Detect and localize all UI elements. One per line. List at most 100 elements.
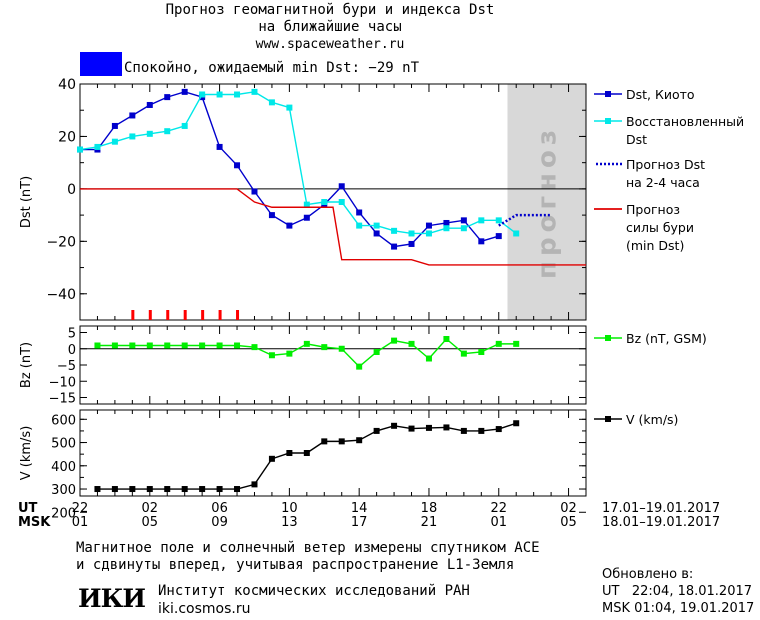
data-point (513, 340, 520, 347)
bz-panel: 50−5−10 −15 Bz (nT) Bz (nT, GSM) (19, 325, 707, 407)
data-point (303, 201, 310, 208)
y-tick-label: 20 (58, 129, 76, 145)
y-tick-label: 300 (51, 483, 76, 498)
data-point (373, 349, 380, 355)
iki-logo: ИКИ (78, 584, 146, 613)
data-point (216, 143, 223, 150)
data-point (513, 230, 520, 237)
y-tick-label: 200 (51, 506, 76, 521)
y-tick-label: 0 (67, 182, 76, 198)
data-point (129, 112, 136, 119)
data-point (478, 217, 485, 224)
legend-label: Dst, Киото (626, 87, 695, 102)
data-point (391, 337, 398, 344)
chart-title-line1: Прогноз геомагнитной бури и индекса Dst (165, 2, 495, 18)
data-point (216, 486, 223, 493)
data-point (129, 486, 136, 493)
storm-marker (218, 310, 222, 320)
data-point (94, 143, 101, 150)
data-point (216, 91, 223, 98)
storm-marker (183, 310, 187, 320)
data-point (164, 486, 171, 493)
data-point (303, 450, 310, 456)
data-point (356, 222, 363, 229)
legend-label: Восстановленный (626, 114, 744, 129)
data-point (513, 420, 520, 427)
data-point (181, 486, 188, 493)
forecast-region (507, 84, 586, 320)
data-point (425, 355, 432, 362)
msk-axis-label: MSK (18, 515, 51, 530)
data-point (111, 122, 118, 129)
data-point (460, 427, 467, 434)
data-point (478, 238, 485, 245)
status-text: Спокойно, ожидаемый min Dst: −29 nT (124, 60, 420, 76)
y-tick-label: −40 (46, 287, 76, 303)
data-point (373, 230, 380, 237)
y-tick-label: 400 (51, 460, 76, 475)
data-point (443, 219, 450, 226)
data-point (268, 455, 275, 462)
data-point (129, 133, 136, 140)
msk-tick-label: 01 (71, 515, 89, 530)
msk-tick-label: 21 (420, 515, 438, 530)
data-point (146, 101, 153, 108)
data-point (356, 363, 363, 370)
data-point (321, 344, 328, 351)
data-point (251, 188, 258, 195)
legend-swatch-marker (605, 118, 611, 124)
y-tick-label: 0 (68, 343, 76, 358)
storm-marker (131, 310, 135, 320)
data-point (460, 225, 467, 232)
msk-tick-label: 05 (560, 515, 577, 530)
ut-tick-label: 02 (141, 501, 159, 516)
data-point (181, 88, 188, 95)
data-point (321, 199, 328, 205)
data-point (94, 342, 101, 349)
data-point (234, 342, 241, 349)
chart-title-line2: на ближайшие часы (258, 19, 402, 35)
data-point (338, 345, 345, 352)
legend-swatch-marker (605, 91, 611, 97)
data-point (94, 486, 101, 493)
data-point (391, 227, 398, 234)
data-point (268, 352, 275, 359)
data-point (408, 230, 415, 237)
legend-label: силы бури (626, 220, 694, 235)
ut-tick-label: 06 (211, 501, 228, 516)
updated-ut: UT 22:04, 18.01.2017 (602, 584, 753, 599)
institute-name: Институт космических исследований РАН (158, 583, 470, 599)
data-point (129, 342, 136, 349)
msk-tick-label: 17 (350, 515, 368, 530)
series-line-2 (498, 213, 552, 227)
y-tick-label: −20 (46, 234, 76, 250)
series-line-0 (97, 422, 517, 490)
legend-label: на 2-4 часа (626, 175, 700, 190)
y-tick-label: −10 (49, 375, 76, 390)
data-point (425, 222, 432, 229)
institute-url[interactable]: iki.cosmos.ru (158, 601, 251, 617)
data-point (164, 342, 171, 349)
msk-date-range: 18.01–19.01.2017 (602, 515, 721, 530)
data-point (146, 486, 153, 493)
ut-tick-label: 22 (71, 501, 89, 516)
updated-msk: MSK 01:04, 19.01.2017 (602, 601, 755, 616)
ut-tick-label: 14 (350, 501, 368, 516)
storm-marker (201, 310, 205, 320)
data-point (234, 91, 241, 98)
msk-tick-label: 09 (211, 515, 228, 530)
data-point (356, 437, 363, 444)
data-point (268, 99, 275, 106)
data-point (356, 209, 363, 216)
data-point (111, 486, 118, 493)
y-axis-label: V (km/s) (19, 426, 34, 481)
series-line-3 (80, 188, 586, 266)
data-point (251, 88, 258, 95)
plot-frame (79, 409, 587, 497)
data-point (303, 214, 310, 221)
data-point (181, 122, 188, 129)
data-point (216, 342, 223, 349)
data-point (478, 349, 485, 355)
data-point (338, 199, 345, 205)
msk-tick-label: 05 (141, 515, 159, 530)
